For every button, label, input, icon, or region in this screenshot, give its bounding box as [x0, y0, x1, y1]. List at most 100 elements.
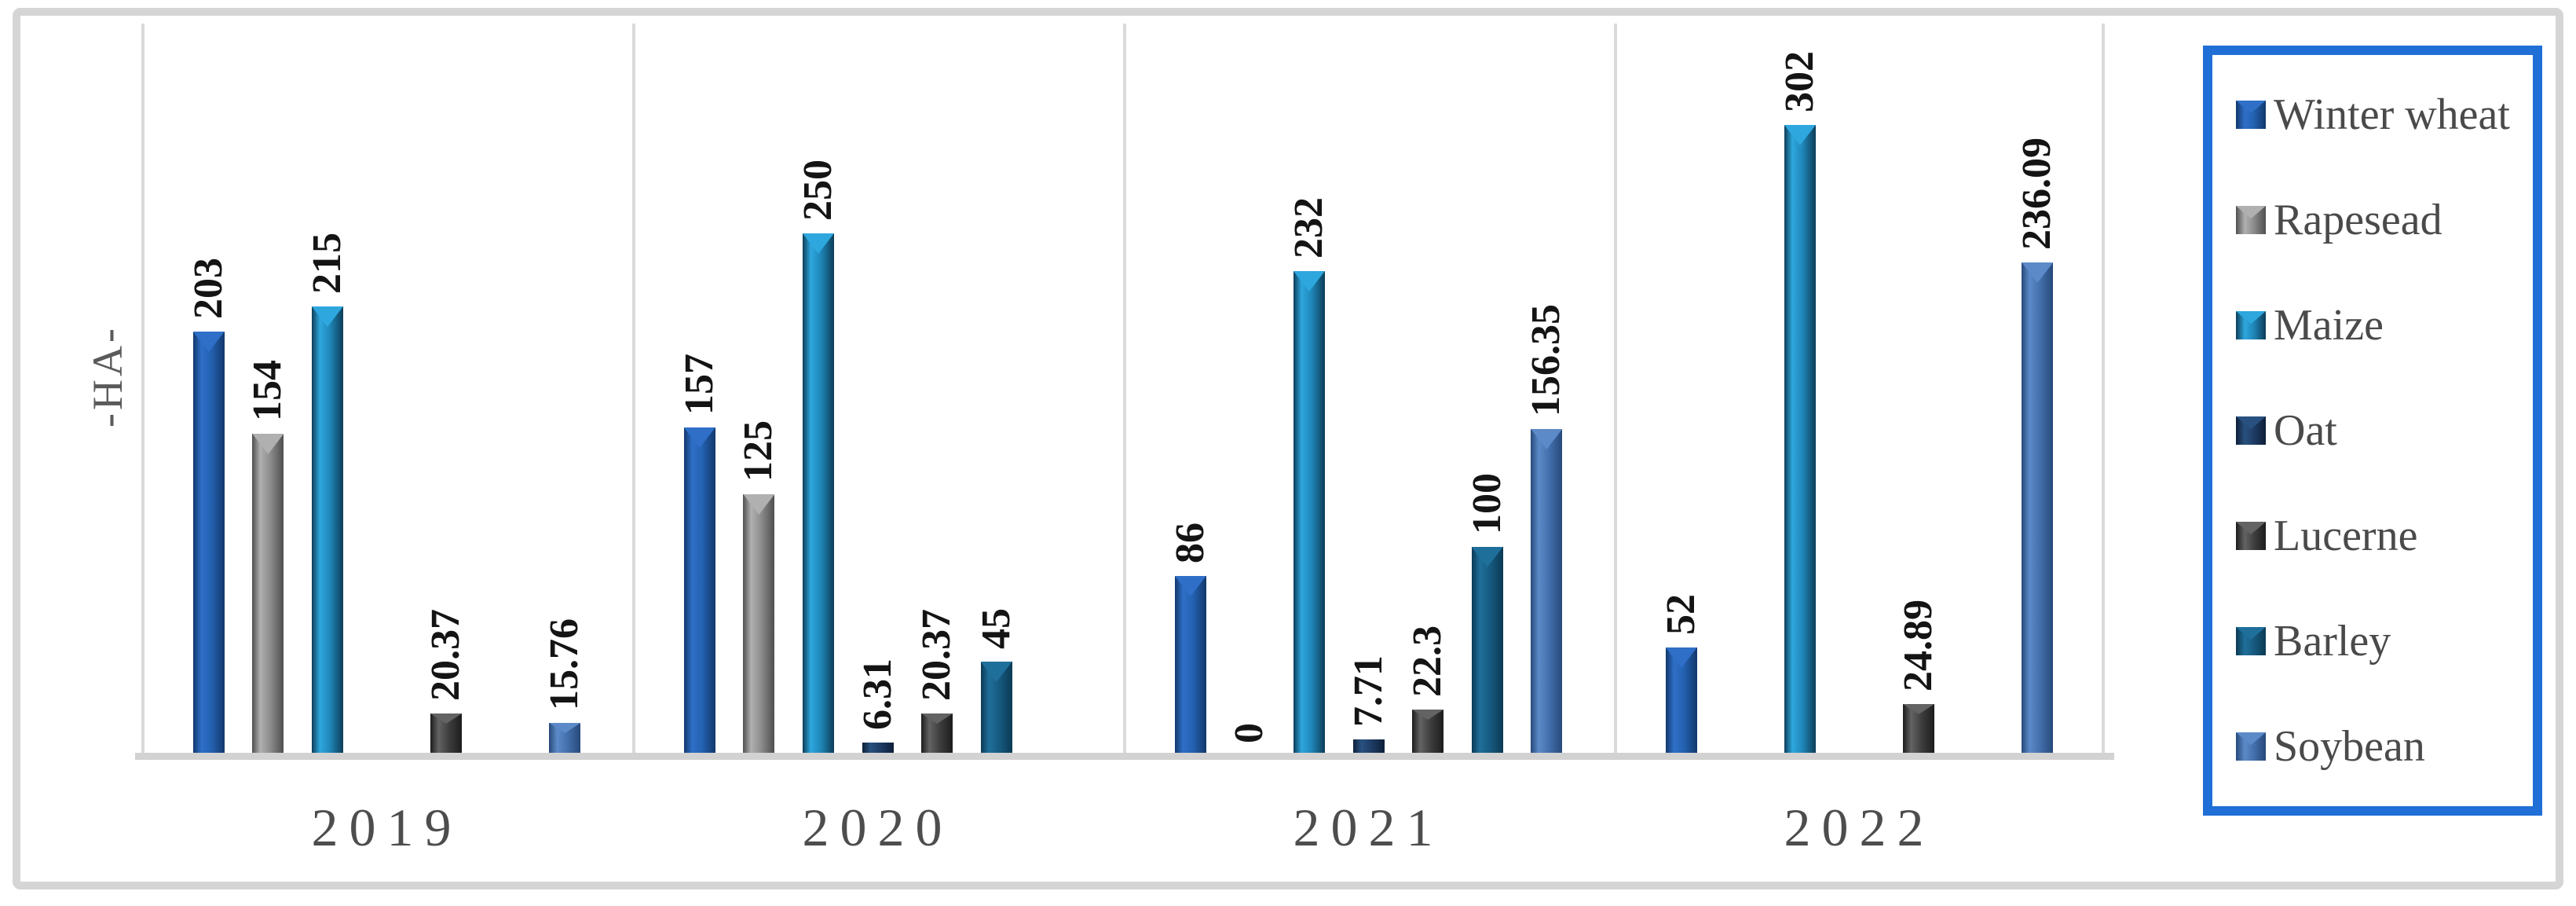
- bar-slot-oat-2021: 7.71: [1339, 24, 1399, 756]
- value-label-soybean-2019: 15.76: [542, 618, 587, 710]
- bar-maize-2021: [1293, 271, 1325, 756]
- value-label-oat-2021: 7.71: [1345, 655, 1391, 727]
- category-group-2020: 157 125 250 6.31 20.37 45: [632, 24, 1123, 756]
- x-axis-line: [135, 753, 2114, 760]
- legend-label-winter-wheat: Winter wheat: [2274, 90, 2510, 139]
- category-group-2021: 86 0 232 7.71 22.3 100 156.35: [1123, 24, 1614, 756]
- bar-maize-2022: [1784, 125, 1816, 756]
- bar-barley-2021: [1471, 547, 1503, 756]
- legend-marker-bevel: [2236, 311, 2266, 325]
- bar-slot-maize-2021: 232: [1279, 24, 1339, 756]
- legend-label-barley: Barley: [2274, 617, 2391, 666]
- legend-item-oat: Oat: [2236, 405, 2525, 456]
- category-group-2019: 203 154 215 20.37 15.76: [141, 24, 632, 756]
- bar-slot-soybean-2021: 156.35: [1517, 24, 1576, 756]
- bar-slot-barley-2022: [1948, 24, 2008, 756]
- bar-slot-rapesead-2022: [1711, 24, 1771, 756]
- bar-slot-lucerne-2020: 20.37: [907, 24, 967, 756]
- bar-slot-oat-2020: 6.31: [848, 24, 908, 756]
- legend-marker-winter-wheat: [2236, 101, 2266, 129]
- bar-winter-wheat-2022: [1665, 647, 1697, 756]
- x-axis-label-2019: 2019: [311, 798, 463, 857]
- bar-top-bevel: [743, 494, 775, 515]
- value-label-lucerne-2022: 24.89: [1896, 600, 1941, 691]
- value-label-lucerne-2020: 20.37: [914, 609, 960, 701]
- value-label-soybean-2022: 236.09: [2014, 138, 2060, 250]
- x-axis-label-2022: 2022: [1784, 798, 1935, 857]
- bar-top-bevel: [549, 723, 581, 733]
- bar-top-bevel: [921, 713, 953, 724]
- bar-slot-lucerne-2021: 22.3: [1398, 24, 1458, 756]
- legend-item-winter-wheat: Winter wheat: [2236, 90, 2525, 140]
- legend-marker-oat: [2236, 416, 2266, 445]
- bar-top-bevel: [802, 233, 834, 254]
- bar-top-bevel: [1174, 576, 1206, 596]
- legend-marker-soybean: [2236, 732, 2266, 761]
- bar-top-bevel: [252, 434, 284, 454]
- bar-winter-wheat-2021: [1174, 576, 1206, 756]
- bar-top-bevel: [311, 306, 343, 327]
- legend-marker-bevel: [2236, 732, 2266, 746]
- bar-top-bevel: [2022, 262, 2054, 283]
- bar-slot-soybean-2019: 15.76: [535, 24, 595, 756]
- value-label-lucerne-2021: 22.3: [1405, 625, 1451, 697]
- bar-slot-winter-wheat-2021: 86: [1161, 24, 1220, 756]
- legend-label-lucerne: Lucerne: [2274, 512, 2418, 560]
- legend-marker-bevel: [2236, 522, 2266, 535]
- legend-item-barley: Barley: [2236, 616, 2525, 666]
- bar-oat-2021: [1352, 739, 1385, 756]
- bar-slot-barley-2021: 100: [1458, 24, 1517, 756]
- value-label-winter-wheat-2020: 157: [676, 354, 722, 415]
- value-label-winter-wheat-2019: 203: [185, 258, 231, 319]
- value-label-winter-wheat-2022: 52: [1658, 594, 1703, 635]
- legend-item-rapesead: Rapesead: [2236, 195, 2525, 245]
- plot-separator-line: [632, 24, 635, 756]
- plot-separator-line: [1123, 24, 1126, 756]
- bar-slot-soybean-2020: [1026, 24, 1085, 756]
- plot-separator-line: [1614, 24, 1617, 756]
- value-label-oat-2020: 6.31: [854, 658, 900, 730]
- value-label-soybean-2021: 156.35: [1524, 304, 1569, 416]
- bar-lucerne-2022: [1903, 704, 1935, 756]
- bar-top-bevel: [683, 427, 715, 448]
- legend-marker-maize: [2236, 311, 2266, 339]
- bar-slot-rapesead-2021: 0: [1220, 24, 1280, 756]
- value-label-rapesead-2021: 0: [1227, 723, 1272, 743]
- y-axis-title: -HA-: [84, 325, 131, 427]
- bar-slot-barley-2019: [476, 24, 536, 756]
- bar-barley-2020: [980, 662, 1012, 756]
- bar-lucerne-2020: [921, 713, 953, 756]
- bar-slot-lucerne-2022: 24.89: [1889, 24, 1948, 756]
- plot-separator-line: [2102, 24, 2105, 756]
- bar-slot-maize-2019: 215: [298, 24, 357, 756]
- legend-marker-bevel: [2236, 206, 2266, 219]
- bar-slot-maize-2020: 250: [789, 24, 848, 756]
- bar-slot-winter-wheat-2020: 157: [670, 24, 730, 756]
- bar-winter-wheat-2020: [683, 427, 715, 756]
- legend-marker-lucerne: [2236, 522, 2266, 550]
- bar-winter-wheat-2019: [192, 332, 225, 756]
- bar-oat-2020: [862, 743, 894, 756]
- value-label-maize-2020: 250: [795, 160, 840, 221]
- bar-top-bevel: [192, 332, 225, 352]
- bar-top-bevel: [1412, 710, 1444, 720]
- bar-top-bevel: [1665, 647, 1697, 668]
- bar-rapesead-2020: [743, 494, 775, 756]
- y-axis-line: [141, 24, 145, 756]
- bar-slot-lucerne-2019: 20.37: [416, 24, 476, 756]
- bar-slot-maize-2022: 302: [1770, 24, 1830, 756]
- x-axis-label-2020: 2020: [802, 798, 953, 857]
- bar-slot-oat-2019: [357, 24, 417, 756]
- legend-label-oat: Oat: [2274, 406, 2337, 455]
- legend-marker-barley: [2236, 627, 2266, 655]
- bar-slot-winter-wheat-2022: 52: [1652, 24, 1711, 756]
- bar-top-bevel: [980, 662, 1012, 682]
- bar-top-bevel: [430, 713, 463, 724]
- bar-soybean-2021: [1531, 429, 1563, 756]
- bar-soybean-2022: [2022, 262, 2054, 756]
- legend-item-maize: Maize: [2236, 300, 2525, 350]
- value-label-maize-2019: 215: [304, 233, 349, 294]
- value-label-winter-wheat-2021: 86: [1167, 523, 1213, 563]
- legend-marker-bevel: [2236, 627, 2266, 640]
